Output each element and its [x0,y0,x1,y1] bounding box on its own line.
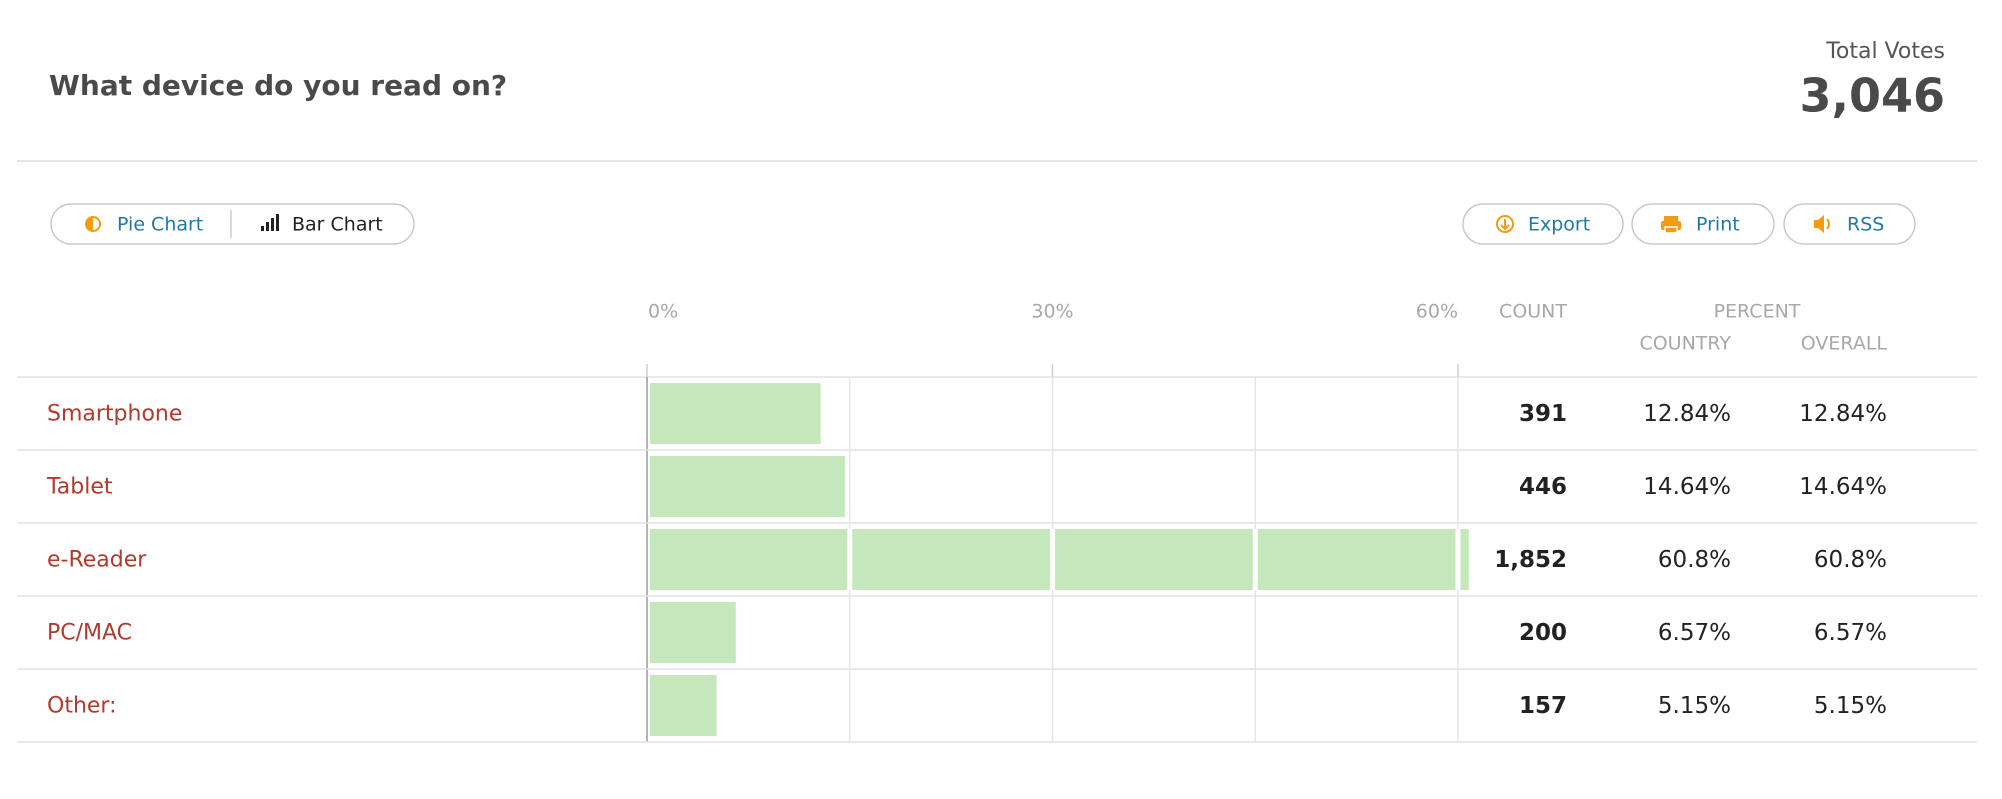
pie-chart-button[interactable]: Pie Chart [85,214,203,236]
overall-percent: 5.15% [1814,693,1887,719]
rss-label: RSS [1847,214,1884,236]
bar-chart-label: Bar Chart [292,214,383,236]
bar [650,383,821,444]
row-label: PC/MAC [47,621,132,646]
rss-frame [1783,203,1916,245]
count: 1,852 [1494,547,1567,573]
count-header: COUNT [1499,301,1567,323]
rss-icon [1814,215,1824,233]
rss-icon-wave [1826,218,1830,230]
country-percent: 12.84% [1643,401,1731,427]
bar-gap [1050,529,1055,590]
bar [650,529,1469,590]
print-icon [1664,216,1678,222]
print-icon [1664,226,1678,234]
row-label: Smartphone [47,402,182,427]
country-percent: 6.57% [1658,620,1731,646]
percent-header: PERCENT [1714,301,1801,323]
export-button[interactable]: Export [1462,203,1624,245]
count: 391 [1519,401,1567,427]
bar [650,602,736,663]
country-header: COUNTRY [1639,333,1731,355]
export-frame [1462,203,1624,245]
overall-header: OVERALL [1801,333,1888,355]
x-tick-label: 60% [1416,301,1458,323]
bar-chart-button[interactable]: Bar Chart [261,214,383,236]
export-icon [1496,215,1514,233]
bars [650,383,1469,736]
count: 157 [1519,693,1567,719]
count: 200 [1519,620,1567,646]
row-label: e-Reader [47,548,147,573]
grid: 0% 30% 60% [646,301,1459,742]
rss-button[interactable]: RSS [1783,203,1916,245]
x-tick-label: 0% [648,301,678,323]
bar-icon [261,226,264,231]
print-frame [1631,203,1775,245]
overall-percent: 6.57% [1814,620,1887,646]
country-percent: 14.64% [1643,474,1731,500]
overall-percent: 12.84% [1799,401,1887,427]
x-tick-label: 30% [1031,301,1073,323]
bar [650,675,717,736]
bar-icon [271,218,274,231]
bar [650,456,845,517]
poll-title: What device do you read on? [49,69,507,102]
total-label: Total Votes [1825,39,1945,64]
row-label: Other: [47,694,117,719]
country-percent: 5.15% [1658,693,1731,719]
bar-gap [1252,529,1258,590]
pie-chart-label: Pie Chart [117,214,203,236]
overall-percent: 60.8% [1814,547,1887,573]
total-value: 3,046 [1799,69,1945,123]
country-percent: 60.8% [1658,547,1731,573]
bar-icon [266,222,269,231]
export-arrow [1500,219,1510,231]
print-label: Print [1696,214,1740,236]
pie-icon-half [93,218,99,230]
row-label: Tablet [46,475,113,500]
overall-percent: 14.64% [1799,474,1887,500]
bar-gap [847,529,853,590]
bar-icon [276,214,279,231]
rows: Smartphone 391 12.84% 12.84% Tablet 446 14.64%… [17,401,1977,743]
bar-gap [1455,529,1461,590]
view-toggle [50,203,415,245]
export-label: Export [1528,214,1590,236]
count: 446 [1519,474,1567,500]
print-button[interactable]: Print [1631,203,1775,245]
